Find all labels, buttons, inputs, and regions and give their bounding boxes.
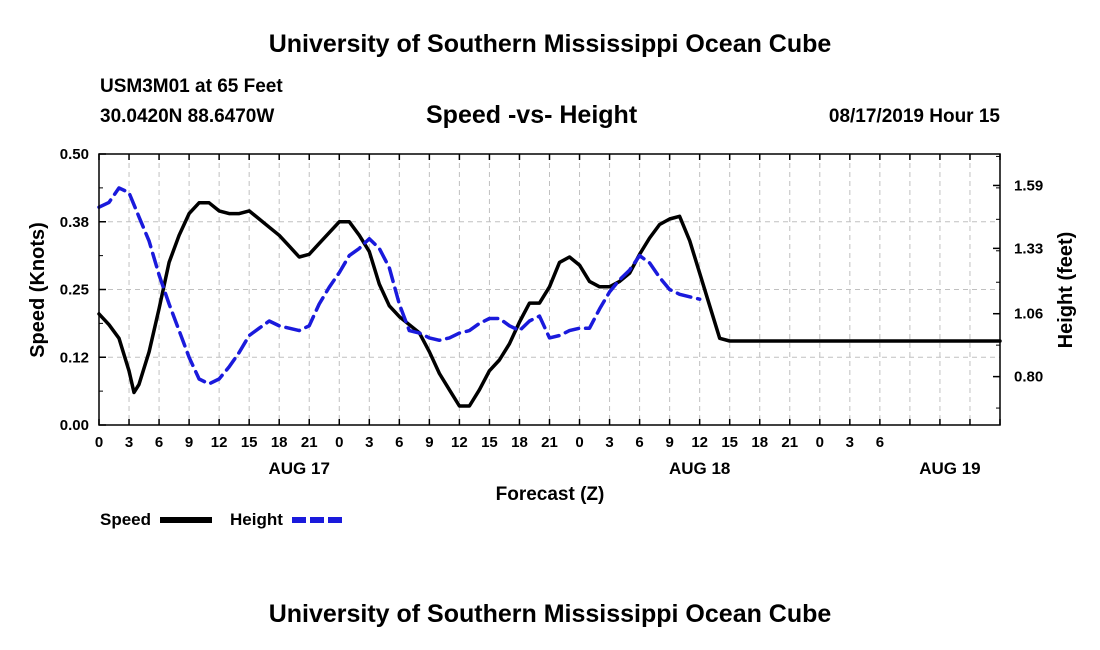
x-tick-label: 3 (365, 434, 373, 451)
legend-label-height: Height (230, 510, 283, 529)
y-tick-label: 0.25 (60, 282, 89, 299)
footer-title: University of Southern Mississippi Ocean… (268, 600, 832, 628)
x-tick-label: 0 (95, 434, 103, 451)
x-tick-label: 15 (721, 434, 738, 451)
x-tick-label: 6 (155, 434, 163, 451)
y2-tick-label: 1.06 (1014, 306, 1043, 323)
x-tick-label: 18 (511, 434, 528, 451)
station-label: USM3M01 at 65 Feet (100, 76, 283, 97)
x-tick-label: 21 (541, 434, 558, 451)
legend: Speed Height (100, 510, 342, 529)
speed-height-chart: 0 3 6 9 12 15 18 21 0 3 6 9 12 15 18 21 0 3 6 9 12 15 18 21 0 3 6 A… (27, 146, 1077, 529)
x-tick-label: 21 (781, 434, 798, 451)
x-tick-label: 6 (876, 434, 884, 451)
x-tick-label: 3 (846, 434, 854, 451)
x-tick-label: 9 (185, 434, 193, 451)
x-tick-label: 15 (481, 434, 498, 451)
series-line-height (97, 186, 702, 386)
y2-axis-label: Height (feet) (1055, 232, 1077, 349)
x-tick-label: 3 (605, 434, 613, 451)
axes: 0 3 6 9 12 15 18 21 0 3 6 9 12 15 18 21 0 3 6 9 12 15 18 21 0 3 6 A… (60, 146, 1043, 478)
coordinates-label: 30.0420N 88.6470W (100, 106, 275, 127)
x-tick-label: 0 (335, 434, 343, 451)
date-label: AUG 19 (919, 459, 980, 478)
x-tick-label: 12 (451, 434, 468, 451)
datetime-label: 08/17/2019 Hour 15 (828, 106, 1000, 127)
x-tick-label: 3 (125, 434, 133, 451)
x-tick-label: 0 (575, 434, 583, 451)
x-tick-label: 18 (271, 434, 288, 451)
y-axis-label: Speed (Knots) (27, 222, 49, 358)
date-label: AUG 18 (669, 459, 730, 478)
x-tick-label: 12 (211, 434, 228, 451)
x-tick-label: 9 (665, 434, 673, 451)
x-tick-label: 15 (241, 434, 258, 451)
x-tick-label: 12 (691, 434, 708, 451)
y2-tick-label: 1.33 (1014, 240, 1043, 257)
x-axis-label: Forecast (Z) (496, 484, 605, 505)
x-tick-label: 0 (816, 434, 824, 451)
chart-title: University of Southern Mississippi Ocean… (268, 30, 832, 58)
y-tick-label: 0.12 (60, 349, 89, 366)
x-tick-label: 21 (301, 434, 318, 451)
x-tick-label: 6 (395, 434, 403, 451)
legend-label-speed: Speed (100, 510, 151, 529)
y-tick-label: 0.00 (60, 417, 89, 434)
y-tick-label: 0.50 (60, 146, 89, 163)
series-layer (97, 186, 1002, 408)
y2-tick-label: 0.80 (1014, 369, 1043, 386)
x-tick-label: 6 (635, 434, 643, 451)
x-tick-label: 9 (425, 434, 433, 451)
date-label: AUG 17 (269, 459, 330, 478)
chart-subtitle: Speed -vs- Height (426, 101, 638, 129)
y-tick-label: 0.38 (60, 214, 89, 231)
y2-tick-label: 1.59 (1014, 177, 1043, 194)
x-tick-label: 18 (751, 434, 768, 451)
series-line-speed (97, 201, 1002, 408)
